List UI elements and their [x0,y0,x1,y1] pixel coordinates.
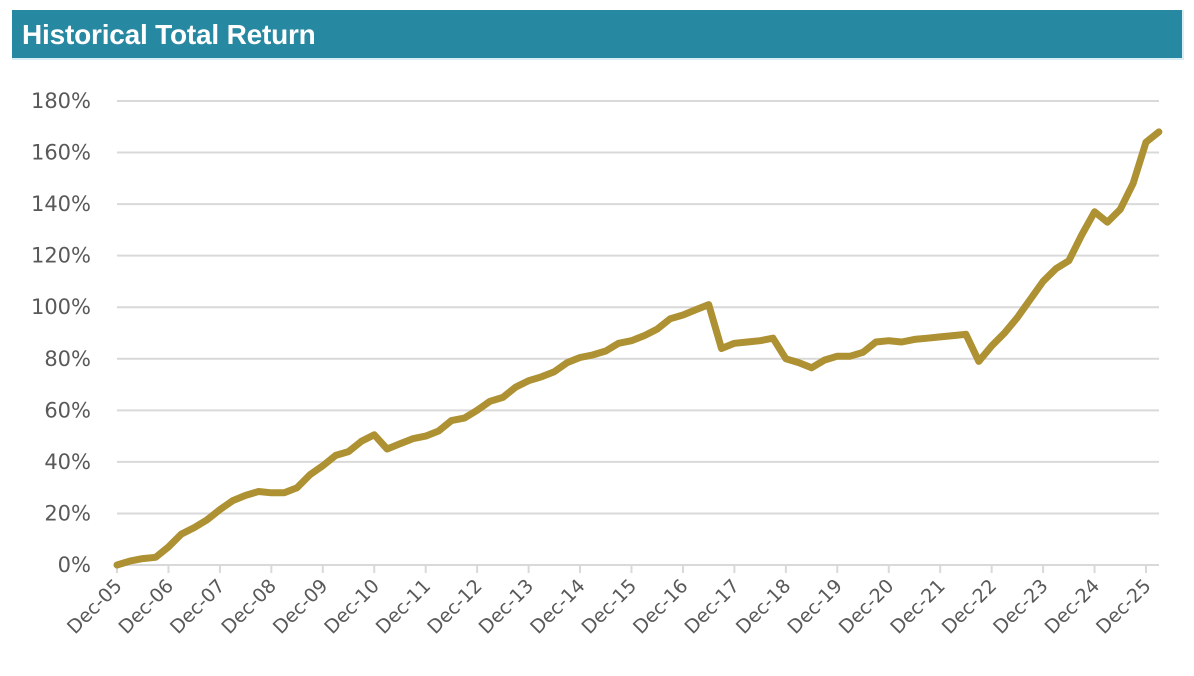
x-tick-label: Dec-10 [320,575,384,639]
x-tick-label: Dec-19 [783,575,847,639]
x-tick-label: Dec-25 [1092,575,1156,639]
x-tick-label: Dec-23 [989,575,1053,639]
x-tick-label: Dec-05 [63,575,127,639]
x-axis-ticks [116,565,1147,573]
x-tick-label: Dec-18 [732,575,796,639]
y-tick-label: 40% [44,450,91,474]
y-tick-label: 60% [44,398,91,422]
y-tick-label: 180% [31,89,91,113]
x-tick-label: Dec-22 [938,575,1002,639]
y-axis-labels: 0% 20% 40% 60% 80% 100% 120% 140% 160% 180% [31,89,91,577]
x-tick-label: Dec-17 [680,575,744,639]
y-tick-label: 140% [31,192,91,216]
x-tick-label: Dec-16 [629,575,693,639]
chart-header-bar: Historical Total Return [12,10,1184,60]
chart-title: Historical Total Return [22,19,316,50]
y-tick-label: 0% [58,553,91,577]
x-tick-label: Dec-15 [578,575,642,639]
total-return-line [113,128,1163,569]
x-tick-label: Dec-24 [1041,575,1105,639]
x-tick-label: Dec-21 [886,575,950,639]
x-tick-label: Dec-09 [269,575,333,639]
x-tick-label: Dec-12 [423,575,487,639]
x-tick-label: Dec-20 [835,575,899,639]
y-tick-label: 20% [44,501,91,525]
y-tick-label: 160% [31,141,91,165]
y-tick-label: 120% [31,244,91,268]
x-tick-label: Dec-14 [526,575,590,639]
y-tick-label: 100% [31,295,91,319]
x-tick-label: Dec-06 [114,575,178,639]
x-tick-label: Dec-08 [217,575,281,639]
x-axis-labels: Dec-05Dec-06Dec-07Dec-08Dec-09Dec-10Dec-… [63,575,1156,639]
y-tick-label: 80% [44,347,91,371]
x-tick-label: Dec-13 [475,575,539,639]
x-tick-label: Dec-11 [372,575,436,639]
y-gridlines [117,100,1159,566]
x-tick-label: Dec-07 [166,575,230,639]
